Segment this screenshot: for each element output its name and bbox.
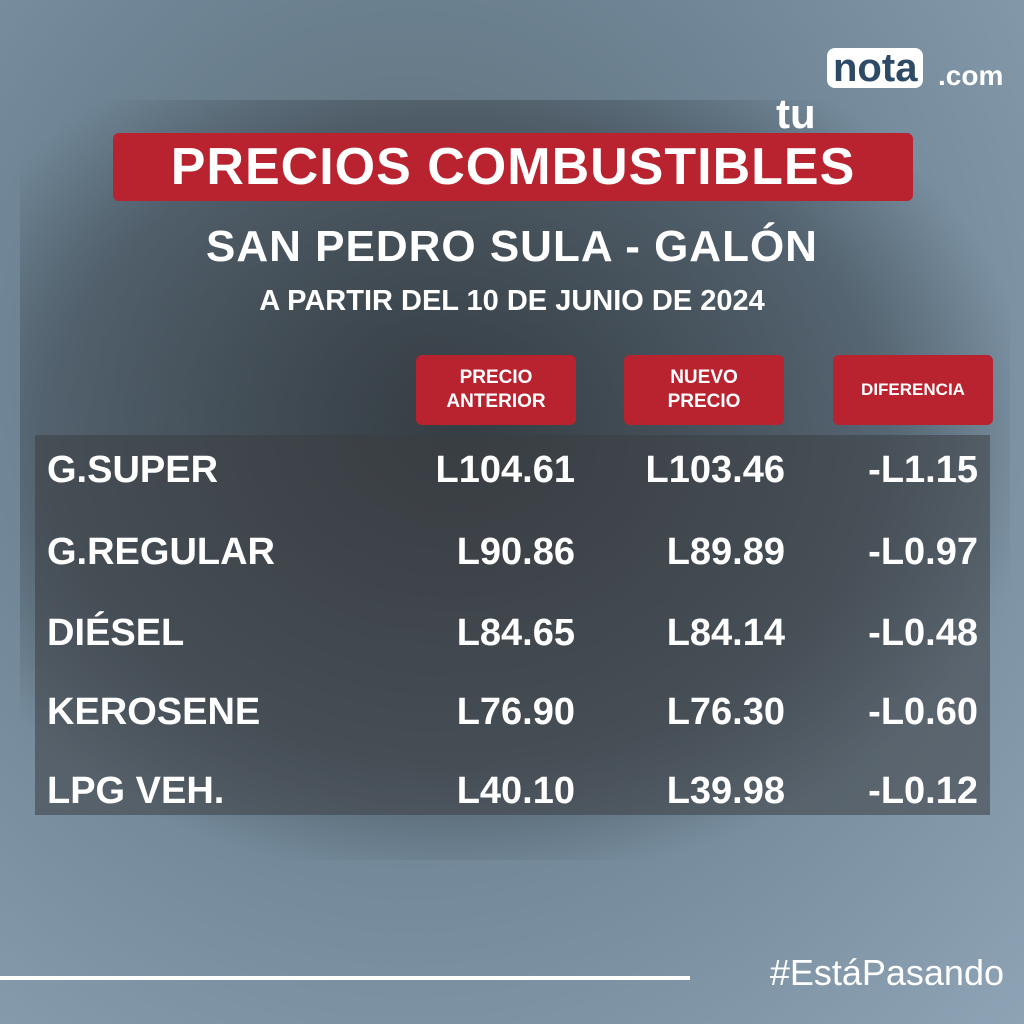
- subtitle: SAN PEDRO SULA - GALÓN: [206, 222, 818, 271]
- fuel-name: G.SUPER: [47, 449, 219, 491]
- logo: tu nota .com: [760, 46, 1010, 136]
- table-panel: [35, 435, 990, 815]
- price-cell: -L0.60: [868, 691, 978, 733]
- title-box: [113, 133, 913, 201]
- price-cell: L89.89: [666, 531, 785, 573]
- fuel-name: G.REGULAR: [47, 531, 275, 573]
- price-cell: -L0.12: [868, 770, 978, 812]
- column-header: NUEVO PRECIO: [624, 355, 784, 425]
- price-cell: -L0.48: [868, 612, 978, 654]
- logo-nota: nota: [827, 48, 924, 88]
- footer-line: [0, 976, 690, 980]
- logo-com: .com: [938, 60, 1004, 91]
- date-line: A PARTIR DEL 10 DE JUNIO DE 2024: [259, 285, 765, 317]
- price-cell: L103.46: [645, 449, 785, 491]
- logo-tu: tu: [776, 90, 816, 137]
- price-cell: -L0.97: [868, 531, 978, 573]
- price-cell: -L1.15: [868, 449, 978, 491]
- price-cell: L39.98: [666, 770, 785, 812]
- price-cell: L76.30: [666, 691, 785, 733]
- column-header: PRECIO ANTERIOR: [416, 355, 576, 425]
- title: PRECIOS COMBUSTIBLES: [170, 138, 856, 196]
- price-cell: L84.14: [666, 612, 785, 654]
- column-header: DIFERENCIA: [833, 355, 993, 425]
- fuel-name: KEROSENE: [47, 691, 261, 733]
- price-cell: L76.90: [456, 691, 575, 733]
- fuel-name: DIÉSEL: [47, 612, 185, 654]
- price-cell: L40.10: [456, 770, 575, 812]
- hashtag: #EstáPasando: [769, 952, 1004, 993]
- price-cell: L104.61: [435, 449, 575, 491]
- price-cell: L90.86: [456, 531, 575, 573]
- price-cell: L84.65: [456, 612, 575, 654]
- fuel-name: LPG VEH.: [47, 770, 225, 812]
